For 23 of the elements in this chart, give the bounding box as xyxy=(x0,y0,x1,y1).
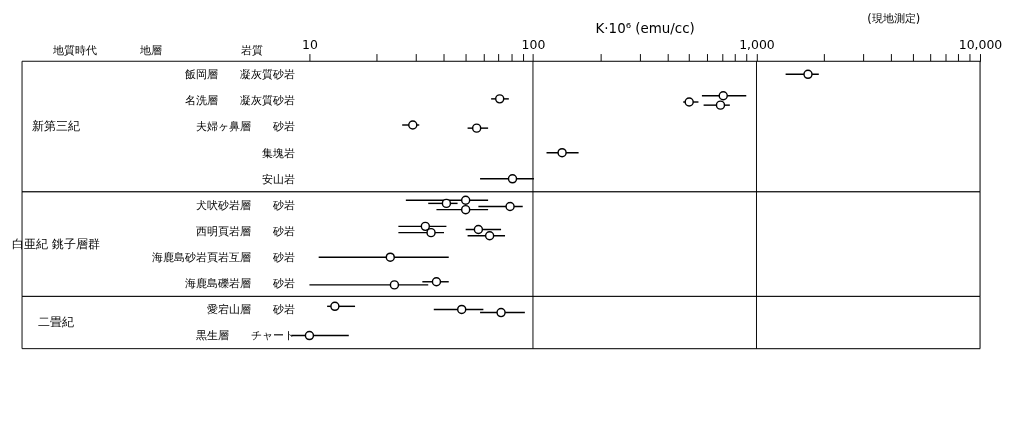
y-tick-label: 飯岡層 凝灰質砂岩 xyxy=(185,67,296,82)
y-tick-label: 名洗層 凝灰質砂岩 xyxy=(185,93,296,108)
text: 地質時代 xyxy=(51,42,97,57)
band-label: 白亜紀 銚子層群 xyxy=(11,235,100,251)
x-tick-label: 1,000 xyxy=(739,37,775,53)
text: 岩質 xyxy=(240,42,263,57)
y-tick-label: 夫婦ヶ鼻層 砂岩 xyxy=(196,119,296,134)
x-tick-label: 10 xyxy=(301,37,318,53)
y-tick-label: 黒生層 チャート xyxy=(196,328,296,343)
y-tick-label: 安山岩 xyxy=(262,171,296,186)
y-tick-label: 海鹿島砂岩頁岩互層 砂岩 xyxy=(152,250,296,265)
text: 地層 xyxy=(139,42,163,57)
text: (現地測定) xyxy=(867,10,921,25)
y-tick-label: 集塊岩 xyxy=(262,145,296,160)
x-tick-label: 10,000 xyxy=(958,37,1003,53)
band-label: 新第三紀 xyxy=(31,118,80,134)
y-tick-label: 犬吠砂岩層 砂岩 xyxy=(196,197,296,212)
band-label: 二畳紀 xyxy=(37,314,74,330)
y-tick-label: 海鹿島礫岩層 砂岩 xyxy=(185,276,296,291)
x-axis-title: K·10⁶ (emu/cc) xyxy=(595,20,695,36)
x-tick-label: 100 xyxy=(521,37,546,53)
y-tick-label: 愛宕山層 砂岩 xyxy=(207,302,296,317)
y-tick-label: 西明頁岩層 砂岩 xyxy=(196,223,296,238)
